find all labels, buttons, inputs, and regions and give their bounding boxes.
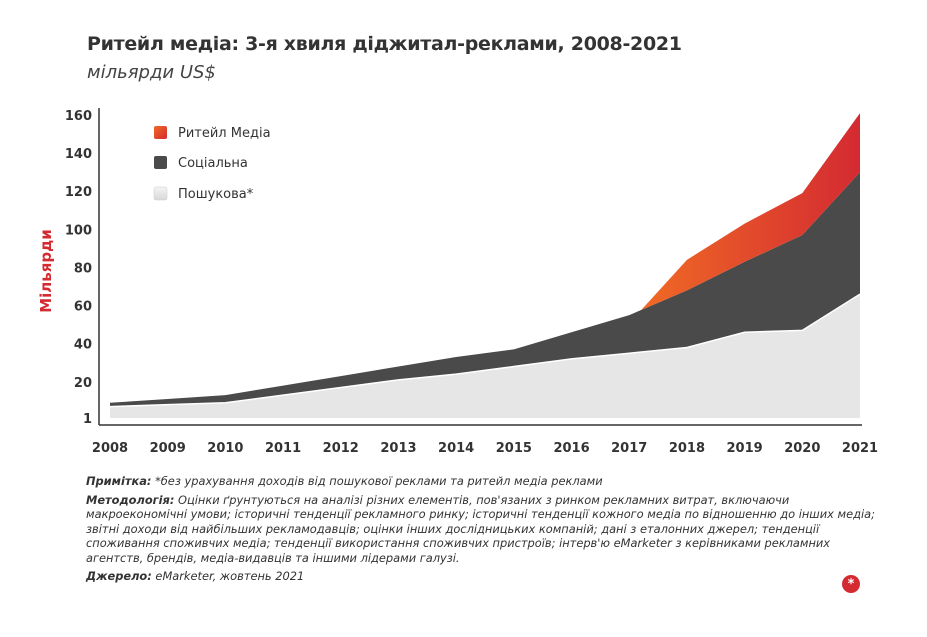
y-tick-label: 40 (74, 338, 92, 353)
area-social (110, 172, 860, 407)
y-tick-label: 160 (65, 109, 92, 124)
x-tick-label: 2010 (207, 441, 243, 456)
x-tick-label: 2020 (784, 441, 820, 456)
x-tick-label: 2017 (611, 441, 647, 456)
legend-swatch-retail (154, 126, 167, 139)
methodology-text: Оцінки ґрунтуються на аналізі різних еле… (86, 492, 875, 565)
area-search (110, 294, 860, 418)
x-tick-label: 2008 (92, 441, 128, 456)
note-label: Примітка: (86, 474, 152, 488)
y-tick-label: 80 (74, 261, 92, 276)
chart-subtitle: мільярди US$ (87, 62, 216, 83)
y-tick-label: 20 (74, 376, 92, 391)
y-tick-label: 60 (74, 300, 92, 315)
x-tick-label: 2012 (323, 441, 359, 456)
x-tick-label: 2014 (438, 441, 474, 456)
chart-title: Ритейл медіа: 3-я хвиля діджитал-реклами… (87, 33, 682, 55)
note-text: *без урахування доходів від пошукової ре… (151, 474, 603, 488)
legend-item-retail[interactable]: Ритейл Медіа (154, 126, 271, 141)
y-tick-label: 140 (65, 147, 92, 162)
x-tick-label: 2021 (842, 441, 878, 456)
x-tick-label: 2018 (669, 441, 705, 456)
y-tick-label: 100 (65, 223, 92, 238)
footnotes: Примітка: *без урахування доходів від по… (86, 474, 876, 588)
area-retail (641, 113, 860, 310)
y-axis-label: Мільярди (37, 229, 55, 313)
legend-swatch-social (154, 156, 167, 169)
y-tick-label: 120 (65, 185, 92, 200)
methodology-label: Методологія: (86, 492, 175, 507)
legend: Ритейл Медіа Соціальна Пошукова* (153, 126, 271, 202)
x-tick-label: 2015 (496, 441, 532, 456)
brand-logo-icon[interactable]: * (842, 575, 860, 593)
source-text: eMarketer, жовтень 2021 (151, 569, 305, 583)
x-tick-label: 2019 (727, 441, 763, 456)
source-line: Джерело: eMarketer, жовтень 2021 (86, 569, 876, 584)
legend-item-search[interactable]: Пошукова* (153, 186, 254, 202)
x-tick-label: 2016 (553, 441, 589, 456)
area-separator (109, 293, 861, 408)
x-tick-label: 2009 (150, 441, 186, 456)
source-label: Джерело: (86, 569, 152, 583)
legend-label-search: Пошукова* (178, 187, 254, 202)
y-tick-label: 1 (83, 412, 92, 427)
x-tick-label: 2011 (265, 441, 301, 456)
x-tick-label: 2013 (380, 441, 416, 456)
legend-item-social[interactable]: Соціальна (154, 156, 248, 171)
methodology-line: Методологія: Оцінки ґрунтуються на аналі… (86, 493, 876, 566)
legend-label-social: Соціальна (178, 156, 248, 171)
legend-label-retail: Ритейл Медіа (178, 126, 271, 141)
note-line: Примітка: *без урахування доходів від по… (86, 474, 876, 489)
legend-swatch-search (153, 186, 168, 201)
